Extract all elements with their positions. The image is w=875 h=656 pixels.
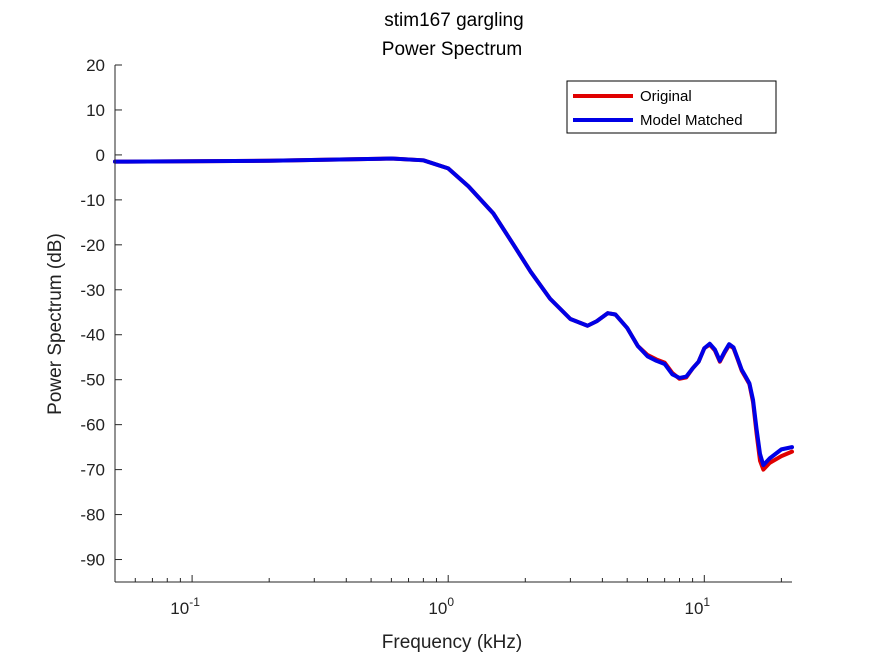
y-tick-label: -50 xyxy=(80,371,105,390)
y-tick-label: -70 xyxy=(80,461,105,480)
y-tick-label: -60 xyxy=(80,416,105,435)
y-tick-label: -80 xyxy=(80,506,105,525)
axes xyxy=(114,65,792,583)
y-tick-label: -40 xyxy=(80,326,105,345)
y-tick-label: 0 xyxy=(96,146,105,165)
x-tick-label: 101 xyxy=(684,595,710,618)
chart-title: stim167 gargling xyxy=(384,10,523,31)
legend-label-model-matched: Model Matched xyxy=(640,112,743,129)
legend-label-original: Original xyxy=(640,88,692,105)
chart-subtitle: Power Spectrum xyxy=(382,39,522,60)
x-tick-label: 100 xyxy=(428,595,454,618)
y-tick-label: 10 xyxy=(86,101,105,120)
series-line-model-matched xyxy=(113,156,794,468)
x-tick-label: 10-1 xyxy=(170,595,200,618)
y-tick-label: 20 xyxy=(86,56,105,75)
y-tick-label: -90 xyxy=(80,551,105,570)
y-axis-label: Power Spectrum (dB) xyxy=(45,233,66,415)
y-tick-label: -20 xyxy=(80,236,105,255)
series-line-original xyxy=(113,156,794,472)
legend-box xyxy=(566,80,777,134)
y-tick-label: -30 xyxy=(80,281,105,300)
plot-area xyxy=(113,156,794,472)
y-tick-label: -10 xyxy=(80,191,105,210)
x-axis-label: Frequency (kHz) xyxy=(382,632,522,653)
legend: Original Model Matched xyxy=(566,80,777,134)
